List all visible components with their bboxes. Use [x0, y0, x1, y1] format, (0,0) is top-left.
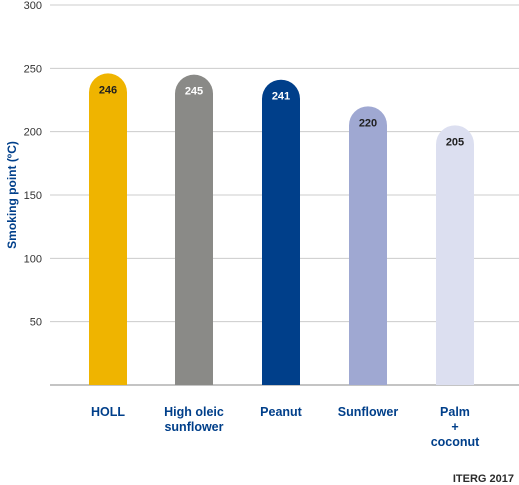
y-axis-title: Smoking point (ºC) — [5, 141, 19, 249]
y-tick-label: 100 — [24, 253, 42, 265]
y-tick-label: 50 — [30, 317, 42, 329]
category-label: Sunflower — [338, 405, 399, 419]
bar-value-label: 245 — [185, 86, 203, 98]
y-tick-label: 150 — [24, 190, 42, 202]
category-label: HOLL — [91, 405, 125, 419]
bars: 246 245 241 220 205 — [89, 73, 474, 386]
y-tick-label: 250 — [24, 63, 42, 75]
bar-value-label: 220 — [359, 117, 377, 129]
category-label: High oleic — [164, 405, 224, 419]
bar-value-label: 205 — [446, 136, 464, 148]
y-axis-ticks: 50 100 150 200 250 300 — [24, 0, 42, 329]
y-tick-label: 300 — [24, 0, 42, 12]
category-label: Peanut — [260, 405, 303, 419]
bar — [175, 74, 213, 386]
bar-value-label: 241 — [272, 91, 290, 103]
bar — [262, 79, 300, 385]
bar — [436, 125, 474, 386]
category-label: Palm — [440, 405, 470, 419]
bar — [89, 73, 127, 385]
bar — [349, 106, 387, 385]
y-tick-label: 200 — [24, 127, 42, 139]
source-label: ITERG 2017 — [453, 473, 514, 485]
category-label: + — [451, 420, 458, 434]
bar-value-label: 246 — [99, 84, 117, 96]
category-label: sunflower — [164, 420, 223, 434]
category-label: coconut — [431, 435, 480, 449]
